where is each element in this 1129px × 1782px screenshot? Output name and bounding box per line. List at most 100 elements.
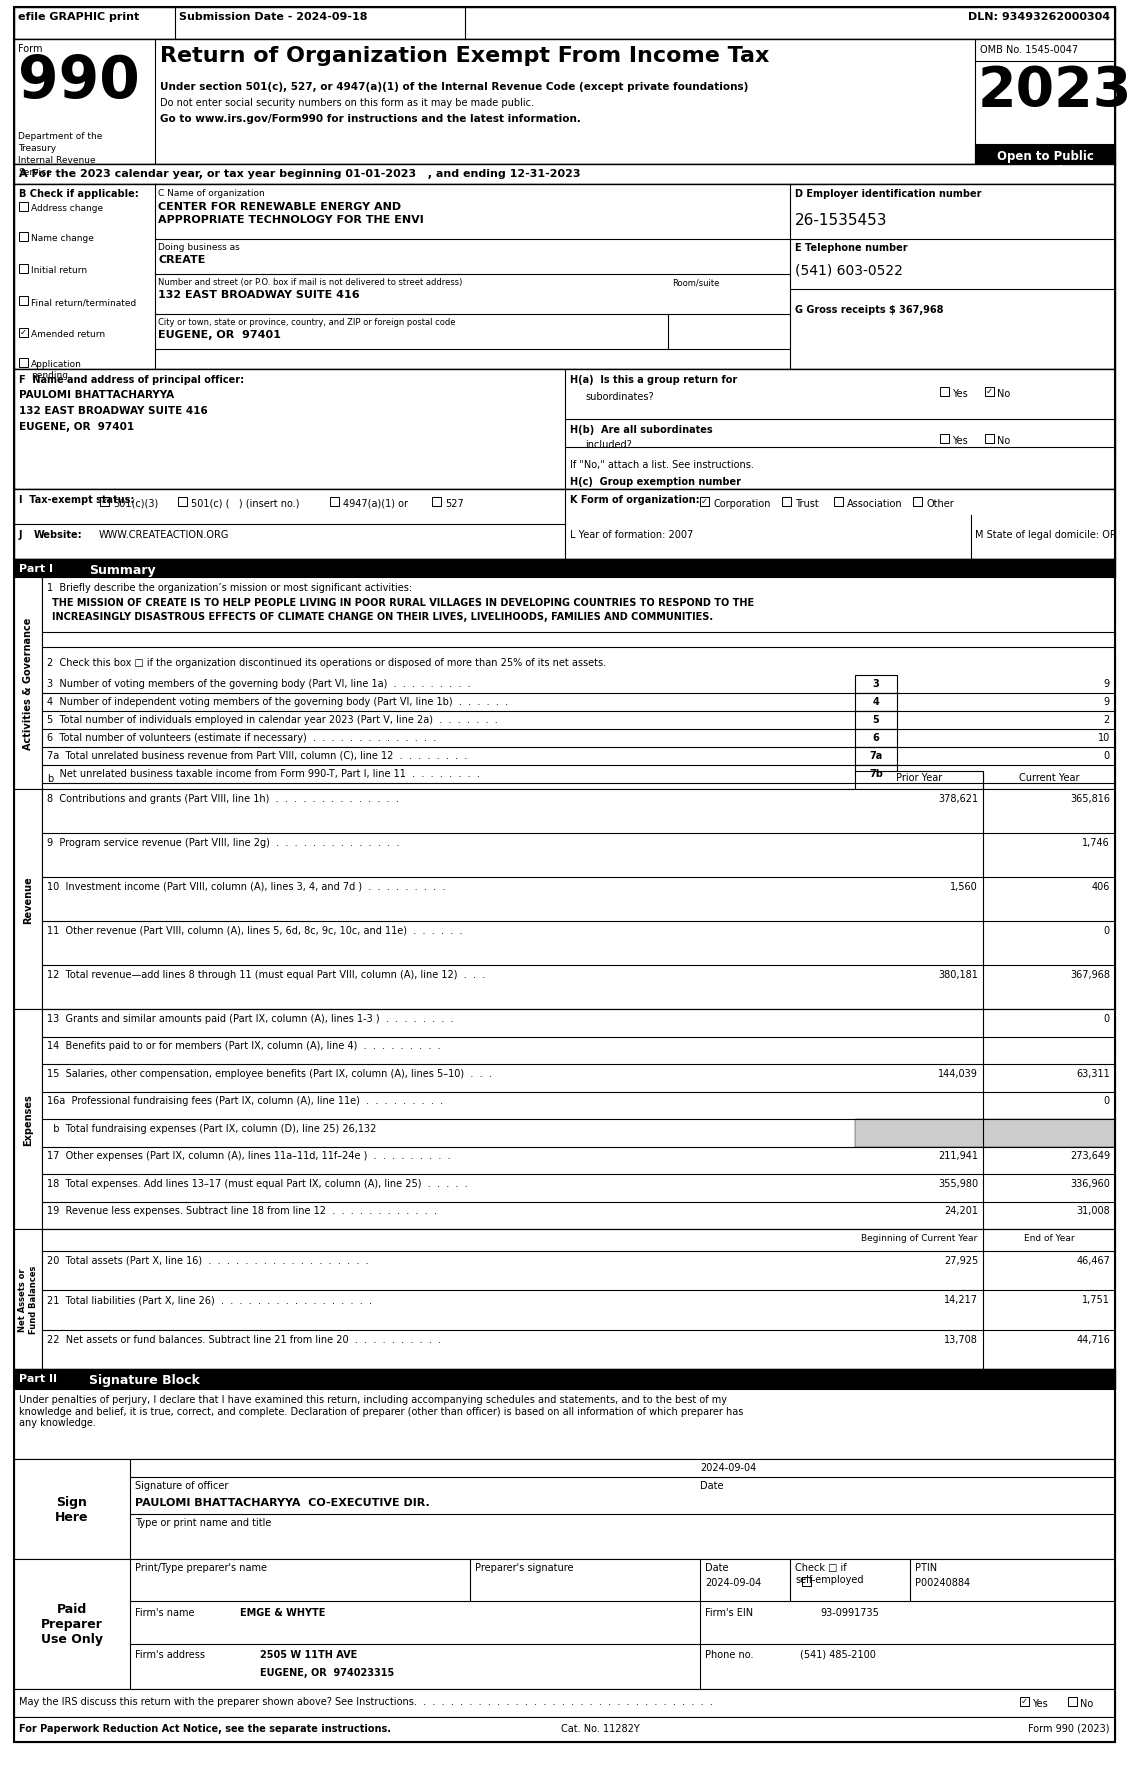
Text: 380,181: 380,181 bbox=[938, 969, 978, 980]
Text: H(a)  Is this a group return for: H(a) Is this a group return for bbox=[570, 374, 737, 385]
Bar bbox=[14, 166, 1115, 185]
Text: DLN: 93493262000304: DLN: 93493262000304 bbox=[968, 12, 1110, 21]
Bar bbox=[14, 1369, 1115, 1390]
Text: 12  Total revenue—add lines 8 through 11 (must equal Part VIII, column (A), line: 12 Total revenue—add lines 8 through 11 … bbox=[47, 969, 485, 980]
Text: PAULOMI BHATTACHARYYA: PAULOMI BHATTACHARYYA bbox=[19, 390, 174, 399]
Text: APPROPRIATE TECHNOLOGY FOR THE ENVI: APPROPRIATE TECHNOLOGY FOR THE ENVI bbox=[158, 216, 423, 225]
Text: Amended return: Amended return bbox=[30, 330, 105, 339]
Text: L Year of formation: 2007: L Year of formation: 2007 bbox=[570, 529, 693, 540]
Text: 21  Total liabilities (Part X, line 26)  .  .  .  .  .  .  .  .  .  .  .  .  .  : 21 Total liabilities (Part X, line 26) .… bbox=[47, 1294, 371, 1304]
Text: 6  Total number of volunteers (estimate if necessary)  .  .  .  .  .  .  .  .  .: 6 Total number of volunteers (estimate i… bbox=[47, 732, 436, 743]
Text: No: No bbox=[997, 437, 1010, 446]
Text: 8  Contributions and grants (Part VIII, line 1h)  .  .  .  .  .  .  .  .  .  .  : 8 Contributions and grants (Part VIII, l… bbox=[47, 793, 399, 804]
Text: 18  Total expenses. Add lines 13–17 (must equal Part IX, column (A), line 25)  .: 18 Total expenses. Add lines 13–17 (must… bbox=[47, 1178, 467, 1189]
Bar bbox=[700, 497, 709, 506]
Text: Paid
Preparer
Use Only: Paid Preparer Use Only bbox=[41, 1602, 103, 1645]
Text: 6: 6 bbox=[873, 732, 879, 743]
Text: Part II: Part II bbox=[19, 1374, 56, 1383]
Text: 27,925: 27,925 bbox=[944, 1255, 978, 1265]
Text: P00240884: P00240884 bbox=[914, 1577, 970, 1588]
Bar bbox=[14, 560, 1115, 577]
Text: ✓: ✓ bbox=[100, 497, 108, 506]
Text: If "No," attach a list. See instructions.: If "No," attach a list. See instructions… bbox=[570, 460, 754, 470]
Bar bbox=[14, 7, 1115, 39]
Text: Check □ if
self-employed: Check □ if self-employed bbox=[795, 1563, 864, 1584]
Text: 5: 5 bbox=[873, 715, 879, 725]
Text: ✓: ✓ bbox=[1021, 1696, 1027, 1705]
Text: Application: Application bbox=[30, 360, 82, 369]
Text: 19  Revenue less expenses. Subtract line 18 from line 12  .  .  .  .  .  .  .  .: 19 Revenue less expenses. Subtract line … bbox=[47, 1206, 437, 1215]
Text: 13,708: 13,708 bbox=[944, 1335, 978, 1344]
Bar bbox=[14, 1689, 1115, 1718]
Text: 9: 9 bbox=[1104, 679, 1110, 688]
Text: Do not enter social security numbers on this form as it may be made public.: Do not enter social security numbers on … bbox=[160, 98, 534, 109]
Text: 26-1535453: 26-1535453 bbox=[795, 212, 887, 228]
Bar bbox=[19, 330, 28, 339]
Text: Initial return: Initial return bbox=[30, 266, 87, 274]
Text: Form 990 (2023): Form 990 (2023) bbox=[1029, 1723, 1110, 1734]
Text: Final return/terminated: Final return/terminated bbox=[30, 298, 137, 307]
Text: 273,649: 273,649 bbox=[1070, 1151, 1110, 1160]
Text: Signature Block: Signature Block bbox=[89, 1374, 200, 1386]
Text: H(b)  Are all subordinates: H(b) Are all subordinates bbox=[570, 424, 712, 435]
Text: Prior Year: Prior Year bbox=[896, 773, 942, 782]
Text: B Check if applicable:: B Check if applicable: bbox=[19, 189, 139, 200]
Bar bbox=[913, 497, 922, 506]
Text: No: No bbox=[1080, 1698, 1093, 1707]
Text: 211,941: 211,941 bbox=[938, 1151, 978, 1160]
Text: City or town, state or province, country, and ZIP or foreign postal code: City or town, state or province, country… bbox=[158, 317, 455, 326]
Text: THE MISSION OF CREATE IS TO HELP PEOPLE LIVING IN POOR RURAL VILLAGES IN DEVELOP: THE MISSION OF CREATE IS TO HELP PEOPLE … bbox=[52, 597, 754, 608]
Bar bbox=[1019, 1696, 1029, 1705]
Text: 4: 4 bbox=[873, 697, 879, 707]
Bar bbox=[14, 1718, 1115, 1743]
Bar bbox=[178, 497, 187, 506]
Text: Summary: Summary bbox=[89, 563, 156, 577]
Text: Date: Date bbox=[700, 1481, 724, 1490]
Text: EUGENE, OR  974023315: EUGENE, OR 974023315 bbox=[260, 1668, 394, 1677]
Text: Department of the: Department of the bbox=[18, 132, 103, 141]
Text: CENTER FOR RENEWABLE ENERGY AND: CENTER FOR RENEWABLE ENERGY AND bbox=[158, 201, 401, 212]
Text: Name change: Name change bbox=[30, 233, 94, 242]
Text: 24,201: 24,201 bbox=[944, 1206, 978, 1215]
Bar bbox=[802, 1577, 811, 1586]
Text: 0: 0 bbox=[1104, 750, 1110, 761]
Bar bbox=[42, 1230, 1115, 1369]
Text: ✓: ✓ bbox=[701, 497, 708, 506]
Text: Part I: Part I bbox=[19, 563, 53, 574]
Text: Revenue: Revenue bbox=[23, 875, 33, 923]
Text: OMB No. 1545-0047: OMB No. 1545-0047 bbox=[980, 45, 1078, 55]
Text: 46,467: 46,467 bbox=[1076, 1255, 1110, 1265]
Text: 31,008: 31,008 bbox=[1076, 1206, 1110, 1215]
Text: 1,560: 1,560 bbox=[951, 882, 978, 891]
Text: 93-0991735: 93-0991735 bbox=[820, 1607, 878, 1616]
Text: ✓: ✓ bbox=[986, 387, 992, 396]
Bar bbox=[14, 371, 1115, 490]
Bar bbox=[14, 39, 1115, 166]
Text: 336,960: 336,960 bbox=[1070, 1178, 1110, 1189]
Text: No: No bbox=[997, 388, 1010, 399]
Bar bbox=[42, 1009, 1115, 1230]
Text: 63,311: 63,311 bbox=[1076, 1069, 1110, 1078]
Text: 501(c)(3): 501(c)(3) bbox=[113, 499, 158, 508]
Text: Service: Service bbox=[18, 168, 52, 176]
Text: INCREASINGLY DISASTROUS EFFECTS OF CLIMATE CHANGE ON THEIR LIVES, LIVELIHOODS, F: INCREASINGLY DISASTROUS EFFECTS OF CLIMA… bbox=[52, 611, 714, 622]
Text: K Form of organization:: K Form of organization: bbox=[570, 495, 700, 504]
Text: efile GRAPHIC print: efile GRAPHIC print bbox=[18, 12, 139, 21]
Text: Beginning of Current Year: Beginning of Current Year bbox=[861, 1233, 977, 1242]
Text: 7a  Total unrelated business revenue from Part VIII, column (C), line 12  .  .  : 7a Total unrelated business revenue from… bbox=[47, 750, 467, 761]
Text: I  Tax-exempt status:: I Tax-exempt status: bbox=[19, 495, 134, 504]
Text: Firm's name: Firm's name bbox=[135, 1607, 194, 1616]
Text: 0: 0 bbox=[1104, 925, 1110, 936]
Bar bbox=[940, 435, 949, 444]
Text: H(c)  Group exemption number: H(c) Group exemption number bbox=[570, 478, 741, 486]
Text: PTIN: PTIN bbox=[914, 1563, 937, 1572]
Text: 1,751: 1,751 bbox=[1082, 1294, 1110, 1304]
Bar bbox=[834, 497, 843, 506]
Text: End of Year: End of Year bbox=[1024, 1233, 1075, 1242]
Text: Preparer's signature: Preparer's signature bbox=[475, 1563, 574, 1572]
Text: 2505 W 11TH AVE: 2505 W 11TH AVE bbox=[260, 1648, 357, 1659]
Text: 367,968: 367,968 bbox=[1070, 969, 1110, 980]
Text: subordinates?: subordinates? bbox=[585, 392, 654, 401]
Text: Phone no.: Phone no. bbox=[704, 1648, 753, 1659]
Text: Sign
Here: Sign Here bbox=[55, 1495, 89, 1524]
